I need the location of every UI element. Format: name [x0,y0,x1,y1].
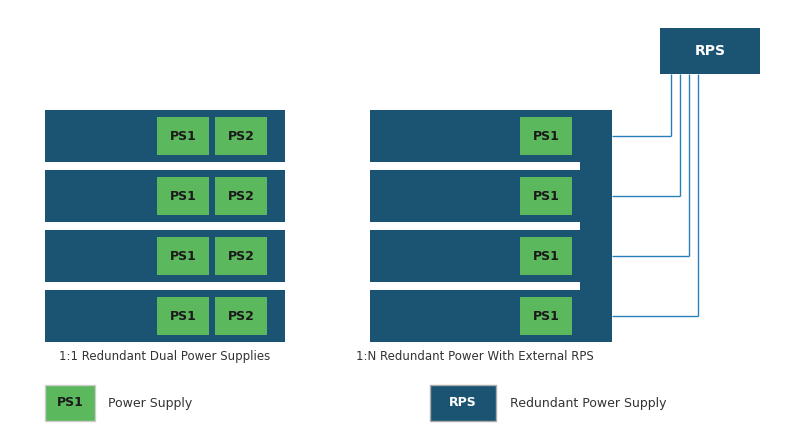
Bar [215,237,267,275]
Bar [157,177,209,215]
Text: PS1: PS1 [57,396,83,409]
Text: PS1: PS1 [533,249,559,262]
Bar [45,385,95,421]
Text: PS2: PS2 [227,190,254,202]
Text: PS2: PS2 [227,309,254,322]
Bar [45,230,285,282]
Text: PS2: PS2 [227,249,254,262]
Bar [215,297,267,335]
Bar [520,297,572,335]
Text: 1:1 Redundant Dual Power Supplies: 1:1 Redundant Dual Power Supplies [59,350,270,363]
Bar [370,110,580,162]
Bar [370,290,580,342]
Text: PS1: PS1 [170,309,197,322]
Text: RPS: RPS [449,396,477,409]
Bar [370,170,580,222]
Text: RPS: RPS [694,44,726,58]
Bar [520,237,572,275]
Text: PS2: PS2 [227,130,254,143]
Text: PS1: PS1 [170,130,197,143]
Bar [157,237,209,275]
Text: PS1: PS1 [533,130,559,143]
Text: Redundant Power Supply: Redundant Power Supply [510,396,666,409]
Bar [157,117,209,155]
Text: 1:N Redundant Power With External RPS: 1:N Redundant Power With External RPS [356,350,594,363]
Bar [660,28,760,74]
Bar [45,110,285,162]
Bar [215,177,267,215]
Text: PS1: PS1 [170,190,197,202]
Bar [430,385,496,421]
Bar [45,290,285,342]
Bar [370,230,580,282]
Text: PS1: PS1 [533,309,559,322]
Text: Power Supply: Power Supply [108,396,192,409]
Text: PS1: PS1 [533,190,559,202]
Bar [580,110,612,342]
Text: PS1: PS1 [170,249,197,262]
Bar [520,177,572,215]
Bar [45,170,285,222]
Bar [520,117,572,155]
Bar [215,117,267,155]
Bar [157,297,209,335]
